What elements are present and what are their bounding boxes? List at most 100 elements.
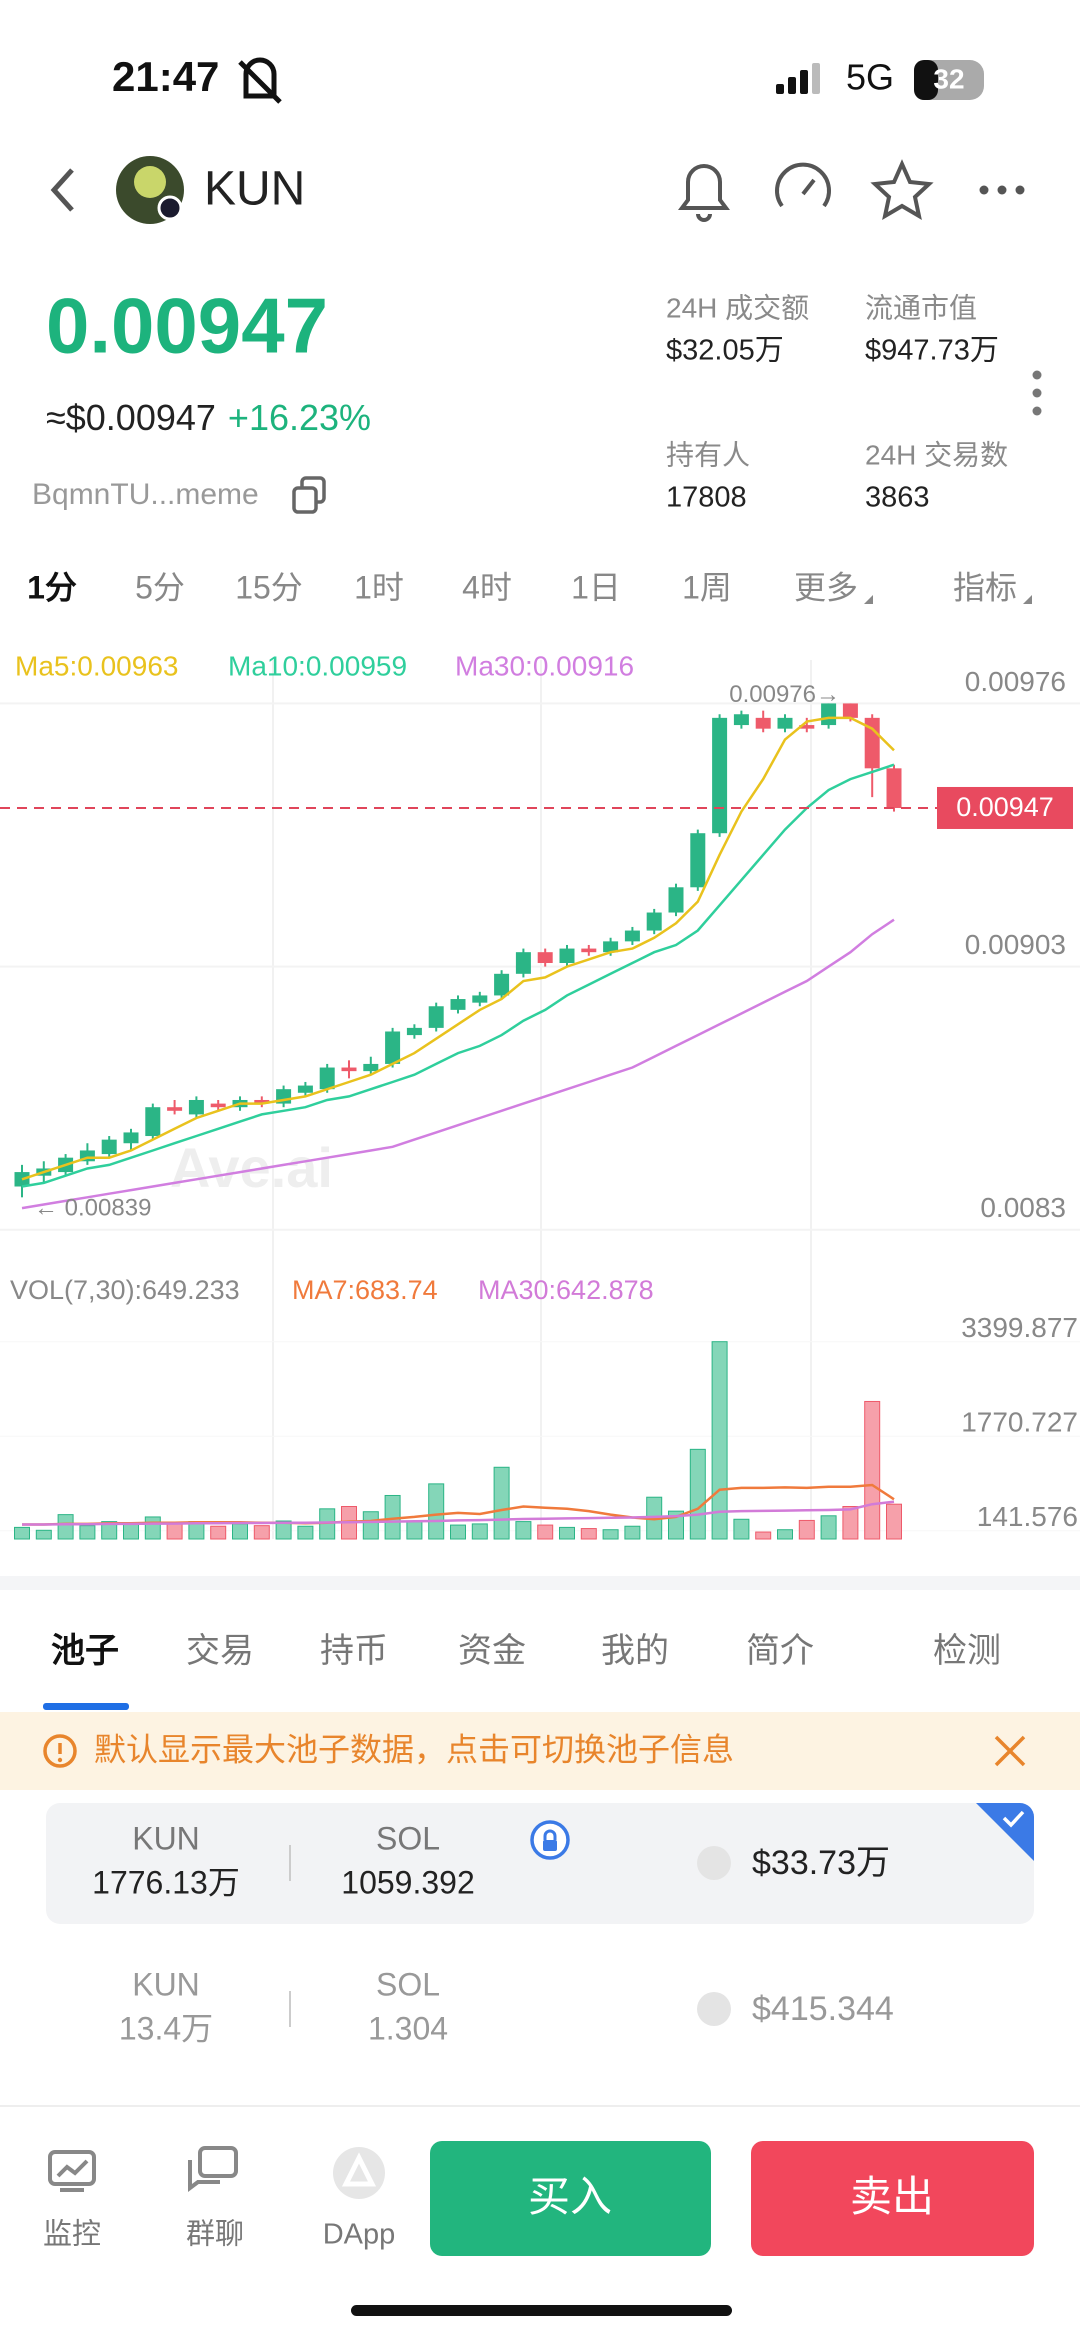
candle-body xyxy=(341,1067,357,1072)
favorite-button[interactable] xyxy=(870,159,934,221)
candle-body xyxy=(406,1027,422,1036)
candle-body xyxy=(145,1107,161,1137)
candle-body xyxy=(167,1107,183,1111)
volume-bar xyxy=(450,1524,466,1540)
stat-label: 流通市值 xyxy=(865,292,977,323)
volume-bar xyxy=(57,1514,74,1540)
notice-close[interactable] xyxy=(994,1735,1026,1767)
pool-list: KUN 1776.13万 SOL 1059.392 $33.73万 KUN 13.4万 SOL… xyxy=(46,1820,1034,2070)
alert-button[interactable] xyxy=(678,164,730,222)
more-button[interactable] xyxy=(979,185,1025,195)
kline-chart: Ave.ai 0.00976 0.00903 0.0083 Ma5:0.00963 Ma1… xyxy=(0,650,1080,1540)
pool-tab[interactable]: 交易 xyxy=(186,1632,254,1670)
candle-body xyxy=(755,717,771,729)
interval-tab[interactable]: 更多 xyxy=(794,569,858,605)
notice-bar[interactable] xyxy=(0,1712,1080,1790)
stat-value: $947.73万 xyxy=(865,335,999,367)
monitor-icon xyxy=(48,2150,96,2192)
signal-icon xyxy=(776,63,820,94)
dapp-icon xyxy=(333,2147,385,2199)
interval-tab[interactable]: 15分 xyxy=(235,569,303,605)
volume-bar xyxy=(210,1525,227,1540)
volume-legend: MA30:642.878 xyxy=(478,1275,654,1305)
interval-tab[interactable]: 1日 xyxy=(571,569,621,605)
candle-body xyxy=(581,948,597,953)
volume-bar xyxy=(515,1521,532,1540)
volume-ma-line xyxy=(22,1500,895,1526)
pool-dex-icon xyxy=(697,1846,731,1880)
sell-button[interactable] xyxy=(751,2141,1034,2256)
status-time: 21:47 xyxy=(112,53,219,100)
stats-more[interactable] xyxy=(1032,370,1042,416)
buy-label: 买入 xyxy=(528,2173,612,2220)
pool-amount-a: 13.4万 xyxy=(119,2010,213,2046)
candle-body xyxy=(494,973,510,996)
volume-tick-label: 141.576 xyxy=(977,1501,1078,1532)
volume-bar xyxy=(820,1515,837,1540)
usd-price: ≈$0.00947 +16.23% xyxy=(46,397,371,438)
pool-amount-b: 1.304 xyxy=(368,2010,448,2046)
candle-body xyxy=(210,1103,226,1108)
pool-row-hit[interactable] xyxy=(46,1949,1034,2070)
interval-tab[interactable]: 1分 xyxy=(27,569,77,605)
pool-tab[interactable]: 我的 xyxy=(601,1632,669,1670)
volume-bar xyxy=(406,1521,423,1540)
pool-tab[interactable]: 检测 xyxy=(933,1632,1001,1670)
volume-tick-label: 3399.877 xyxy=(961,1312,1078,1343)
pool-card-selected[interactable] xyxy=(46,1803,1034,1924)
selected-check xyxy=(1002,1810,1025,1828)
volume-bar xyxy=(711,1341,728,1540)
usd-price-value: ≈$0.00947 xyxy=(46,397,216,438)
nav-label[interactable]: 监控 xyxy=(43,2218,101,2251)
volume-bar xyxy=(123,1523,139,1540)
buy-button[interactable] xyxy=(430,2141,711,2256)
nav-label[interactable]: DApp xyxy=(323,2219,396,2251)
volume-bar xyxy=(493,1466,510,1540)
interval-tab[interactable]: 1时 xyxy=(354,569,404,605)
back-button[interactable] xyxy=(50,168,74,212)
pool-tab[interactable]: 池子 xyxy=(51,1632,119,1670)
volume-bar xyxy=(362,1511,379,1540)
y-tick-label: 0.00976 xyxy=(965,666,1066,697)
contract-address: BqmnTU...meme xyxy=(32,478,259,511)
high-marker: 0.00976→ xyxy=(729,681,840,708)
nav-label[interactable]: 群聊 xyxy=(186,2218,244,2251)
current-price-tag xyxy=(937,786,1073,829)
volume-bar xyxy=(275,1520,292,1540)
pool-dex-icon xyxy=(697,1992,731,2026)
speed-button[interactable] xyxy=(775,162,831,208)
volume-bar xyxy=(79,1525,96,1540)
pool-token-b: SOL xyxy=(376,1966,440,2002)
copy-button[interactable] xyxy=(292,476,326,514)
volume-bar xyxy=(101,1521,118,1540)
candle-body xyxy=(668,887,684,913)
interval-tab[interactable]: 指标 xyxy=(953,569,1017,605)
candle-body xyxy=(123,1132,139,1144)
pool-tab[interactable]: 资金 xyxy=(458,1632,526,1670)
ma-legend: Ma30:0.00916 xyxy=(455,650,634,681)
volume-bar xyxy=(232,1523,248,1540)
stat-value: 3863 xyxy=(865,482,930,514)
pool-tab[interactable]: 简介 xyxy=(746,1632,814,1670)
pool-tab[interactable]: 持币 xyxy=(320,1632,388,1670)
volume-bar xyxy=(798,1519,815,1540)
section-separator xyxy=(0,1576,1080,1590)
stat-label: 持有人 xyxy=(666,439,750,470)
interval-tab[interactable]: 4时 xyxy=(462,569,512,605)
chat-icon xyxy=(188,2146,238,2192)
interval-tab[interactable]: 5分 xyxy=(135,569,185,605)
volume-bar xyxy=(14,1526,30,1540)
sell-label: 卖出 xyxy=(850,2173,934,2220)
y-tick-label: 0.0083 xyxy=(980,1192,1066,1223)
ma-legend: Ma5:0.00963 xyxy=(15,650,178,681)
candle-body xyxy=(886,768,902,808)
candle-body xyxy=(363,1063,379,1072)
candle-body xyxy=(254,1099,270,1104)
interval-tab[interactable]: 1周 xyxy=(682,569,732,605)
volume-bar xyxy=(886,1503,902,1540)
network-label: 5G xyxy=(846,57,894,98)
ma-line xyxy=(21,716,895,1181)
